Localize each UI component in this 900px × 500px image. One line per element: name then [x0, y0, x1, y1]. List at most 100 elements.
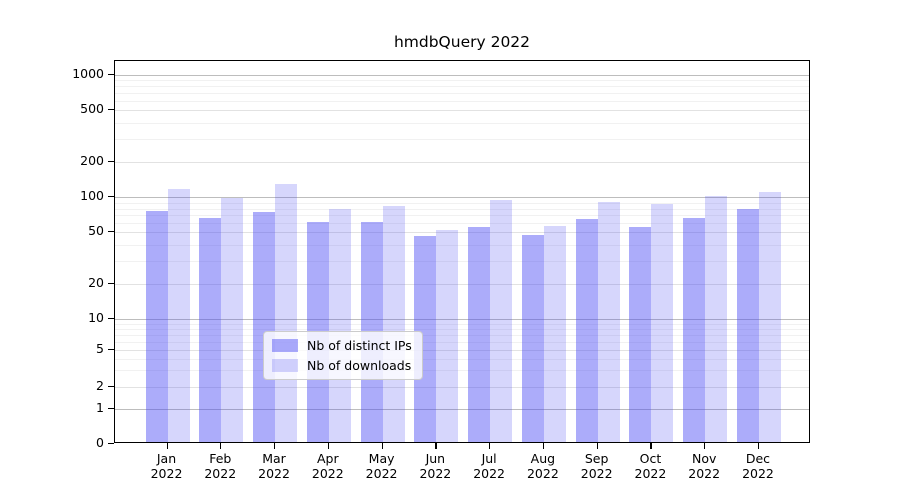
- x-label-month: Nov: [691, 451, 717, 466]
- x-tick-label: Sep 2022: [569, 451, 625, 481]
- bar-downloads: [758, 191, 781, 442]
- x-label-year: 2022: [526, 466, 559, 481]
- x-label-month: Jan: [156, 451, 177, 466]
- y-tick: [108, 283, 114, 285]
- y-tick: [108, 109, 114, 111]
- gridline: [115, 261, 809, 263]
- legend-swatch-downloads: [272, 359, 298, 372]
- gridline: [115, 86, 809, 88]
- gridline: [115, 223, 809, 225]
- y-tick: [108, 161, 114, 163]
- bar-downloads: [705, 196, 728, 442]
- y-tick-label: 2: [96, 377, 104, 393]
- gridline: [115, 162, 809, 164]
- x-label-year: 2022: [365, 466, 398, 481]
- x-tick: [381, 443, 383, 449]
- x-tick-label: Aug 2022: [515, 451, 571, 481]
- bar-downloads: [651, 203, 674, 442]
- bar-distinct-ips: [468, 227, 491, 442]
- bar-distinct-ips: [145, 211, 168, 442]
- y-tick-label: 20: [88, 275, 104, 291]
- bar-downloads: [382, 205, 405, 442]
- x-label-month: Jun: [425, 451, 446, 466]
- x-label-month: Aug: [530, 451, 556, 466]
- legend-swatch-distinct-ips: [272, 339, 298, 352]
- x-tick-label: Mar 2022: [246, 451, 302, 481]
- bar-downloads: [490, 200, 513, 442]
- x-tick-label: May 2022: [354, 451, 410, 481]
- gridline: [115, 335, 809, 337]
- y-tick-label: 1000: [72, 66, 104, 81]
- x-tick: [542, 443, 545, 449]
- gridline: [115, 370, 809, 372]
- x-tick: [327, 443, 329, 449]
- x-tick: [435, 443, 437, 449]
- y-tick-label: 5: [96, 341, 104, 356]
- bar-distinct-ips: [736, 208, 759, 442]
- gridline: [115, 232, 809, 234]
- gridline: [115, 244, 809, 246]
- x-tick: [166, 443, 168, 449]
- x-tick: [220, 443, 222, 449]
- x-label-month: Dec: [745, 451, 771, 466]
- x-tick-label: Feb 2022: [192, 451, 248, 481]
- gridline: [115, 100, 809, 102]
- x-tick: [596, 443, 598, 449]
- legend-label-downloads: Nb of downloads: [307, 358, 412, 373]
- plot-area: [114, 60, 810, 443]
- x-label-month: Jul: [481, 451, 497, 466]
- bar-distinct-ips: [414, 235, 437, 442]
- x-label-month: Oct: [639, 451, 662, 466]
- gridline: [115, 408, 809, 410]
- bar-downloads: [543, 225, 566, 442]
- y-tick: [108, 231, 114, 233]
- y-tick-label: 10: [88, 310, 104, 326]
- x-tick: [757, 443, 760, 449]
- x-tick-label: Oct 2022: [622, 451, 678, 481]
- legend-item-downloads: Nb of downloads: [272, 358, 412, 373]
- bar-downloads: [221, 197, 244, 442]
- bar-downloads: [167, 189, 190, 442]
- x-tick: [704, 443, 706, 449]
- legend-label-distinct-ips: Nb of distinct IPs: [307, 338, 412, 353]
- y-tick: [108, 318, 114, 320]
- x-tick: [489, 443, 491, 449]
- x-tick-label: Dec 2022: [730, 451, 786, 481]
- bar-downloads: [436, 230, 459, 442]
- bar-downloads: [597, 201, 620, 442]
- y-tick: [108, 385, 114, 387]
- y-tick-label: 100: [80, 188, 104, 204]
- gridline: [115, 386, 809, 388]
- x-label-month: Sep: [584, 451, 609, 466]
- x-label-year: 2022: [473, 466, 506, 481]
- x-label-year: 2022: [688, 466, 721, 481]
- x-label-year: 2022: [419, 466, 452, 481]
- y-tick-label: 200: [80, 153, 104, 169]
- bar-downloads: [328, 209, 351, 442]
- x-tick: [274, 443, 276, 449]
- x-label-year: 2022: [150, 466, 183, 481]
- x-label-year: 2022: [580, 466, 613, 481]
- gridline: [115, 197, 809, 199]
- gridline: [115, 122, 809, 124]
- y-tick-label: 0: [96, 434, 104, 450]
- gridline: [115, 215, 809, 217]
- x-label-year: 2022: [258, 466, 290, 481]
- gridline: [115, 139, 809, 141]
- gridline: [115, 358, 809, 360]
- y-tick: [108, 442, 114, 444]
- x-tick-label: Jan 2022: [139, 451, 195, 481]
- legend-item-distinct-ips: Nb of distinct IPs: [272, 338, 412, 353]
- legend: Nb of distinct IPs Nb of downloads: [263, 331, 423, 380]
- x-tick-label: Nov 2022: [676, 451, 732, 481]
- gridline: [115, 75, 809, 76]
- bar-distinct-ips: [683, 218, 706, 442]
- x-label-year: 2022: [634, 466, 667, 481]
- gridline: [115, 341, 809, 343]
- x-label-month: Feb: [209, 451, 232, 466]
- x-tick-label: Apr 2022: [300, 451, 356, 481]
- bar-distinct-ips: [575, 219, 598, 442]
- bar-distinct-ips: [629, 226, 652, 442]
- x-tick-label: Jul 2022: [461, 451, 517, 481]
